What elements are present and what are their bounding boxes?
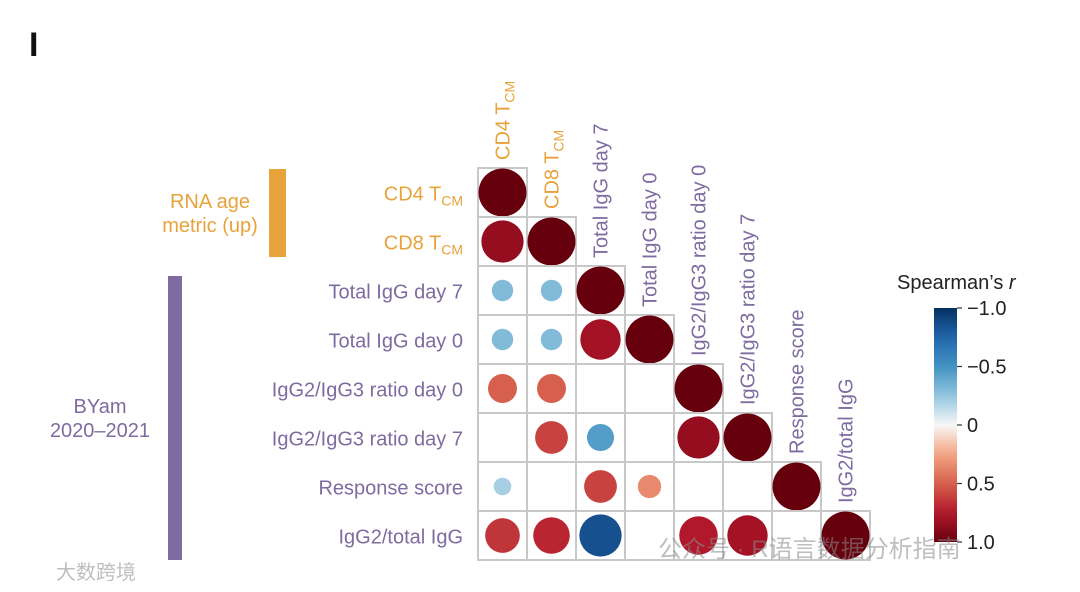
- correlation-circle: [527, 217, 576, 266]
- grid-cell: [673, 461, 724, 512]
- legend-tick-label: 0: [967, 415, 978, 437]
- row-labels: CD4 TCM CD8 TCM Total IgG day 7 Total IgG d…: [272, 184, 463, 549]
- row-label: CD4 TCM: [384, 184, 463, 209]
- column-label: Total IgG day 0: [640, 172, 662, 307]
- column-label: IgG2/IgG3 ratio day 7: [738, 214, 760, 405]
- group-label: metric (up): [162, 215, 258, 237]
- correlation-circle: [481, 220, 524, 263]
- watermark-left: 大数跨境: [56, 561, 136, 584]
- legend-tick-label: −0.5: [967, 357, 1006, 379]
- grid-cell: [526, 461, 577, 512]
- column-label: CD8 TCM: [542, 130, 567, 209]
- correlation-circle: [488, 374, 517, 403]
- row-label: Total IgG day 0: [328, 331, 463, 353]
- group-bar: [168, 276, 182, 560]
- group-label: RNA age: [170, 191, 250, 213]
- correlation-circle: [677, 416, 720, 459]
- correlation-circle: [491, 279, 514, 302]
- column-label: Response score: [787, 309, 809, 454]
- column-labels: CD4 TCM CD8 TCM Total IgG day 7 Total IgG d…: [493, 81, 858, 503]
- panel-label: I: [29, 26, 38, 64]
- legend: Spearman’s r −1.0 −0.5 0 0.5 1.0: [897, 272, 1017, 554]
- correlation-circle: [727, 515, 768, 556]
- legend-colorbar: [934, 308, 957, 542]
- grid-cell: [624, 412, 675, 463]
- correlation-circle: [821, 511, 870, 560]
- legend-tick-label: 0.5: [967, 474, 995, 496]
- correlation-circle: [540, 328, 563, 351]
- grid-cell: [575, 363, 626, 414]
- grid-cell: [477, 412, 528, 463]
- correlation-circle: [674, 364, 723, 413]
- correlation-circle: [584, 470, 617, 503]
- correlation-circle: [586, 423, 615, 452]
- correlation-circle: [537, 374, 566, 403]
- correlation-circle: [580, 319, 621, 360]
- row-label: Total IgG day 7: [328, 282, 463, 304]
- correlation-circle: [491, 328, 514, 351]
- row-label: IgG2/IgG3 ratio day 0: [272, 380, 463, 402]
- correlation-circle: [637, 474, 662, 499]
- row-label: IgG2/total IgG: [338, 527, 463, 549]
- row-label: CD8 TCM: [384, 233, 463, 258]
- row-label: IgG2/IgG3 ratio day 7: [272, 429, 463, 451]
- correlation-circle: [679, 516, 718, 555]
- correlation-circle: [579, 514, 622, 557]
- column-label: IgG2/IgG3 ratio day 0: [689, 165, 711, 356]
- group-label: 2020–2021: [50, 420, 150, 442]
- row-label: Response score: [318, 478, 463, 500]
- group-label: BYam: [74, 396, 127, 418]
- column-label: Total IgG day 7: [591, 123, 613, 258]
- correlation-grid: [477, 167, 871, 561]
- correlation-circle: [485, 518, 520, 553]
- correlation-circle: [533, 517, 570, 554]
- grid-cell: [624, 363, 675, 414]
- group-bar: [269, 169, 286, 257]
- correlation-circle: [723, 413, 772, 462]
- correlation-circle: [478, 168, 527, 217]
- correlation-circle: [535, 421, 568, 454]
- column-label: IgG2/total IgG: [836, 378, 858, 503]
- grid-cell: [722, 461, 773, 512]
- correlation-circle: [625, 315, 674, 364]
- grid-cell: [820, 510, 871, 561]
- watermark-right: 公众号 · R语言数据分析指南: [658, 536, 961, 563]
- legend-tick-label: 1.0: [967, 532, 995, 554]
- legend-title: Spearman’s r: [897, 272, 1017, 294]
- correlation-circle: [493, 477, 512, 496]
- correlation-circle: [576, 266, 625, 315]
- correlation-circle: [540, 279, 563, 302]
- correlation-circle: [772, 462, 821, 511]
- column-label: CD4 TCM: [493, 81, 518, 160]
- legend-tick-label: −1.0: [967, 298, 1006, 320]
